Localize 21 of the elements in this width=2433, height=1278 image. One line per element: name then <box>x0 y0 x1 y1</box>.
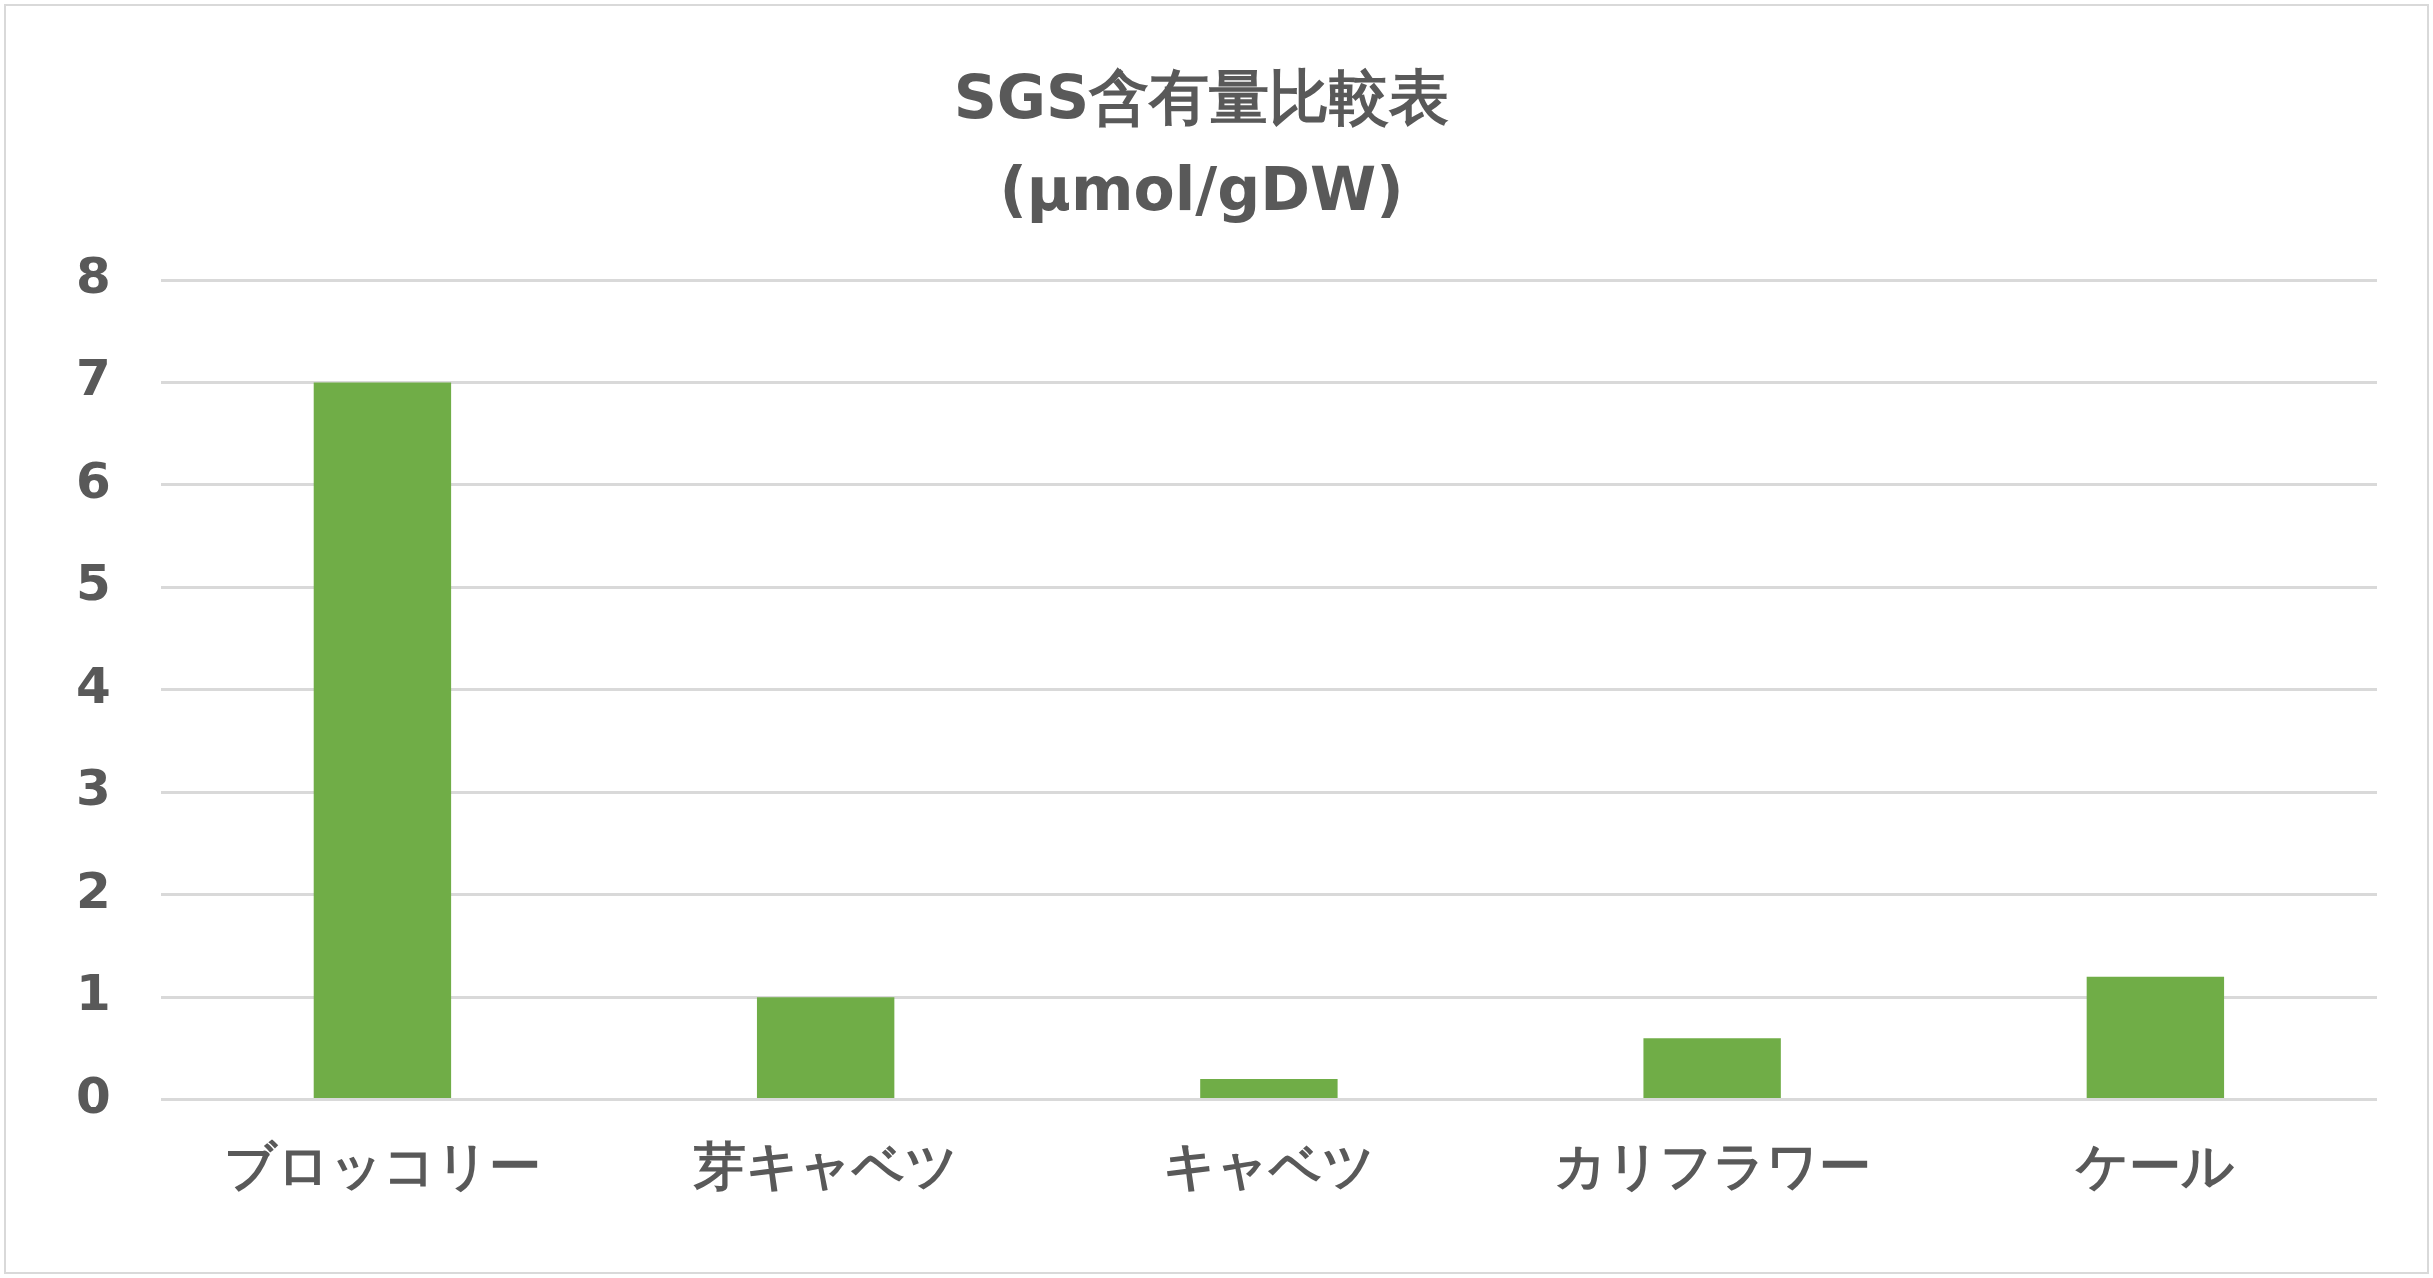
y-tick-label: 4 <box>75 656 111 715</box>
bar <box>756 997 895 1099</box>
x-tick-label: ケール <box>2075 1136 2235 1197</box>
y-tick-label: 1 <box>75 964 111 1023</box>
bar <box>2086 976 2225 1099</box>
bar <box>1643 1038 1781 1099</box>
x-tick-label: キャベツ <box>1162 1136 1375 1197</box>
y-tick-label: 7 <box>75 349 111 408</box>
y-tick-label: 6 <box>75 451 111 510</box>
x-tick-label: ブロッコリー <box>223 1136 541 1197</box>
y-tick-label: 5 <box>75 554 111 613</box>
y-tick-label: 2 <box>75 861 111 920</box>
y-tick-label: 8 <box>75 246 111 305</box>
bar <box>1200 1079 1338 1099</box>
chart-subtitle: (μmol/gDW) <box>999 153 1404 224</box>
y-tick-label: 3 <box>75 759 111 818</box>
x-tick-label: カリフラワー <box>1553 1136 1871 1197</box>
y-tick-label: 0 <box>75 1066 111 1125</box>
chart-title: SGS含有量比較表 <box>953 61 1450 132</box>
bar <box>313 382 452 1099</box>
x-tick-label: 芽キャベツ <box>692 1136 958 1197</box>
